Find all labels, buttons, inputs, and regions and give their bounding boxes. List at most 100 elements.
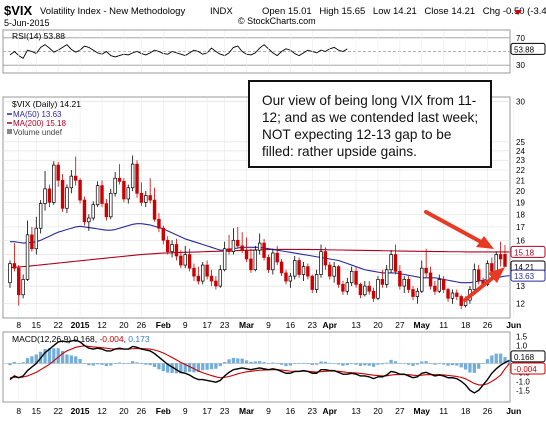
candle-body xyxy=(244,249,249,260)
rsi-tick-label: 30 xyxy=(516,61,525,70)
macd-histogram-bar xyxy=(12,361,17,364)
candle-body xyxy=(433,285,437,292)
candle-down xyxy=(411,286,415,301)
macd-histogram-bar xyxy=(433,363,437,365)
macd-histogram-bar xyxy=(236,358,240,364)
price-x-tick-label: 12 xyxy=(97,320,107,330)
candle-up xyxy=(38,200,43,234)
price-tick-label: 13 xyxy=(516,282,525,291)
candle-body xyxy=(95,185,100,206)
macd-histogram-bar xyxy=(231,357,236,364)
macd-x-tick-label: Jun xyxy=(506,406,521,416)
price-tick-label: 25 xyxy=(516,138,525,147)
candle-body xyxy=(126,187,130,200)
price-x-tick-label: 26 xyxy=(483,320,493,330)
close-value: 14.21 xyxy=(451,6,475,17)
candle-body xyxy=(494,254,498,272)
candle-up xyxy=(415,287,420,304)
macd-histogram-bar xyxy=(284,363,288,367)
price-x-tick-label: 13 xyxy=(351,320,361,330)
price-last-label-ma200-box xyxy=(510,245,546,258)
symbol-label: $VIX xyxy=(4,3,33,18)
macd-histogram-bar xyxy=(306,363,310,364)
candle-down xyxy=(446,287,450,302)
macd-histogram-bar xyxy=(279,363,284,365)
candle-body xyxy=(406,279,411,290)
macd-histogram-bar xyxy=(271,362,275,364)
candle-body xyxy=(310,275,314,290)
price-x-tick-label: Apr xyxy=(322,320,337,330)
candle-body xyxy=(354,270,358,285)
candle-body xyxy=(152,199,157,220)
down-triangle-icon xyxy=(514,10,522,15)
macd-x-tick-label: 27 xyxy=(395,406,405,416)
candle-body xyxy=(490,263,494,272)
candle-body xyxy=(279,261,284,274)
macd-histogram-bar xyxy=(8,363,12,366)
macd-histogram-bar xyxy=(174,363,179,374)
macd-x-tick-label: 15 xyxy=(32,406,42,416)
candle-up xyxy=(113,172,117,197)
macd-panel-frame xyxy=(2,331,511,403)
price-x-tick-label: 26 xyxy=(137,320,147,330)
arrow-annotation-upper xyxy=(424,210,494,249)
candle-up xyxy=(376,276,380,301)
macd-histogram-bar xyxy=(420,361,424,364)
macd-histogram-bar xyxy=(126,363,130,364)
candle-body xyxy=(393,254,398,272)
candle-down xyxy=(249,248,253,273)
price-x-tick-label: 11 xyxy=(439,320,448,330)
macd-histogram-bar xyxy=(262,362,266,364)
price-x-tick-label: Feb xyxy=(156,320,171,330)
candle-down xyxy=(148,178,152,204)
candle-body xyxy=(161,227,166,241)
candle-up xyxy=(87,214,91,231)
candle-up xyxy=(21,274,25,299)
candle-body xyxy=(367,285,371,292)
macd-histogram-bar xyxy=(376,363,380,365)
candle-body xyxy=(428,272,433,287)
macd-histogram-bar xyxy=(65,354,69,364)
candle-down xyxy=(165,236,170,255)
candle-body xyxy=(293,260,297,277)
macd-histogram-bar xyxy=(47,348,52,364)
macd-histogram-bar xyxy=(78,358,82,364)
macd-histogram-bar xyxy=(109,363,113,366)
macd-histogram-bar xyxy=(380,363,384,365)
candle-body xyxy=(135,163,139,194)
macd-histogram-bar xyxy=(301,362,306,364)
candle-down xyxy=(30,226,34,252)
candle-down xyxy=(398,265,402,290)
candle-body xyxy=(227,248,231,252)
macd-histogram-bar xyxy=(117,362,122,364)
macd-legend-signal: -0.004 xyxy=(99,334,123,344)
price-x-tick-label: 9 xyxy=(266,320,271,330)
macd-histogram-bar xyxy=(43,349,47,364)
macd-histogram-bar xyxy=(227,359,231,364)
macd-histogram-bar xyxy=(69,355,73,364)
macd-histogram-bar xyxy=(367,363,371,366)
macd-layer xyxy=(3,333,515,401)
candle-body xyxy=(441,279,446,290)
macd-x-tick-label: Mar xyxy=(239,406,255,416)
candle-body xyxy=(183,254,187,266)
macd-histogram-bar xyxy=(223,361,227,364)
macd-histogram-bar xyxy=(144,363,148,365)
rsi-last-label-box xyxy=(510,42,546,55)
volume-legend: Volume undef xyxy=(13,128,63,137)
macd-histogram-bar xyxy=(398,363,402,364)
change-label: Chg xyxy=(483,6,500,17)
candle-up xyxy=(65,184,69,214)
macd-histogram-bar xyxy=(60,350,65,364)
low-value: 14.21 xyxy=(393,6,417,17)
macd-tick-label: -1.0 xyxy=(516,377,530,386)
price-tick-label: 22 xyxy=(516,166,525,175)
candle-body xyxy=(402,279,406,287)
macd-signal-line xyxy=(9,345,510,386)
candle-body xyxy=(376,279,380,299)
candle-body xyxy=(192,267,196,277)
rsi-layer xyxy=(3,31,515,72)
candle-up xyxy=(363,281,367,297)
macd-histogram-bar xyxy=(393,361,398,364)
candle-down xyxy=(240,232,244,254)
